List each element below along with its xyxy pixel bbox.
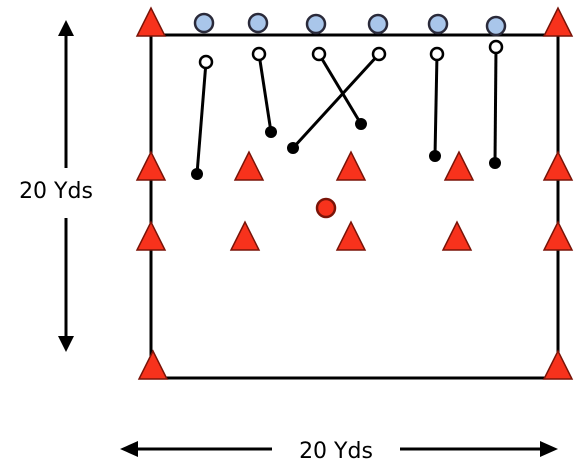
width-label: 20 Yds bbox=[299, 439, 373, 461]
cone bbox=[135, 220, 167, 251]
defender-circle bbox=[247, 12, 269, 34]
cones bbox=[135, 6, 574, 380]
cone bbox=[135, 150, 167, 181]
cone bbox=[335, 220, 367, 251]
end-dot bbox=[191, 168, 203, 180]
height-label: 20 Yds bbox=[19, 179, 93, 204]
vertical-dimension: 20 Yds bbox=[19, 20, 93, 352]
runner-path-4 bbox=[291, 52, 381, 150]
cone bbox=[542, 349, 574, 380]
runner-paths bbox=[195, 46, 498, 175]
runner-path-5 bbox=[433, 53, 439, 157]
start-circle bbox=[429, 46, 445, 62]
start-circle bbox=[198, 54, 214, 70]
start-circle bbox=[251, 46, 267, 62]
defender-circle bbox=[305, 13, 327, 35]
cone bbox=[542, 6, 574, 37]
defender-circle bbox=[193, 12, 215, 34]
start-circle bbox=[371, 46, 387, 62]
runner-path-3 bbox=[317, 53, 363, 125]
horizontal-dimension: 20 Yds bbox=[120, 439, 558, 461]
cone bbox=[441, 220, 473, 251]
runner-path-1 bbox=[195, 61, 208, 175]
defender-circle bbox=[485, 15, 507, 37]
end-dot bbox=[355, 118, 367, 130]
cone bbox=[443, 150, 475, 181]
defender-circle bbox=[427, 13, 449, 35]
defender-circle bbox=[367, 13, 389, 35]
cone bbox=[135, 6, 167, 37]
cone bbox=[229, 220, 261, 251]
cone bbox=[542, 150, 574, 181]
field-boundary bbox=[149, 33, 560, 380]
runner-path-2 bbox=[257, 53, 273, 133]
end-dot bbox=[287, 142, 299, 154]
start-circle bbox=[311, 46, 327, 62]
cone bbox=[137, 349, 169, 380]
cone bbox=[233, 150, 265, 181]
start-markers bbox=[198, 39, 504, 70]
cone bbox=[335, 150, 367, 181]
cone bbox=[542, 220, 574, 251]
ball bbox=[315, 197, 337, 219]
start-circle bbox=[488, 39, 504, 55]
end-dot bbox=[265, 126, 277, 138]
end-markers bbox=[191, 118, 501, 180]
end-dot bbox=[489, 157, 501, 169]
defenders bbox=[193, 12, 507, 37]
end-dot bbox=[429, 150, 441, 162]
runner-path-6 bbox=[493, 46, 498, 164]
